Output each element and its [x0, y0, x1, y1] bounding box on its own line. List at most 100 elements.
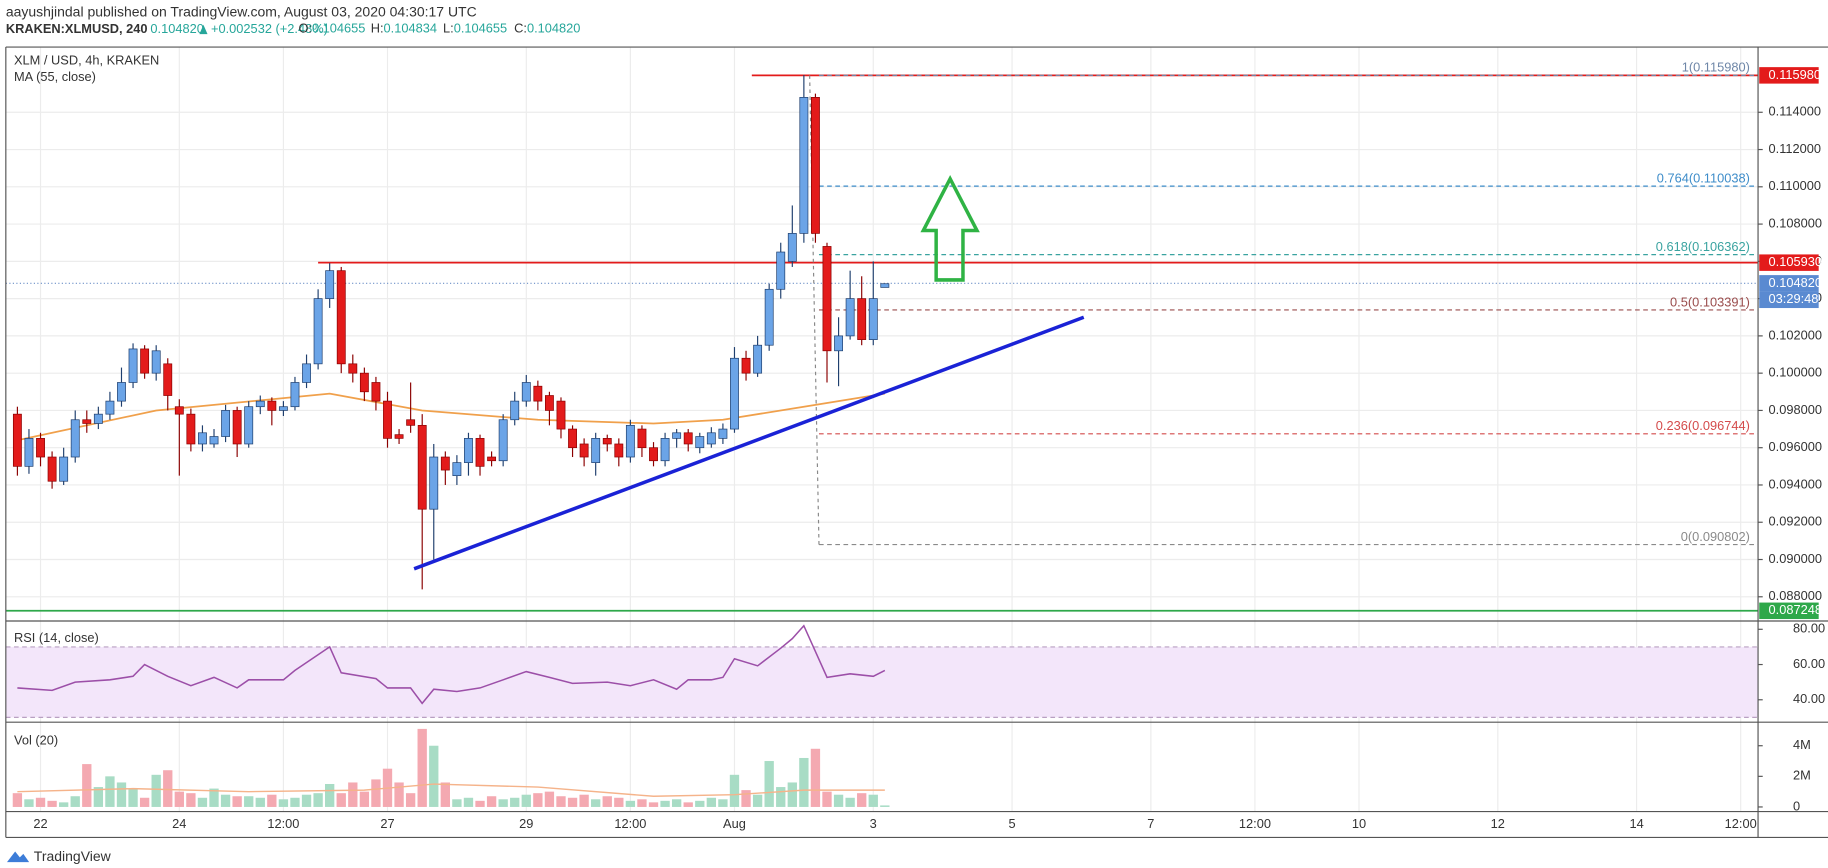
grid	[5, 47, 1759, 812]
candle-body	[302, 363, 311, 383]
y-tick-label: 0.096000	[1769, 439, 1822, 454]
x-tick-label: 12	[1491, 816, 1505, 831]
candle-body	[660, 438, 670, 462]
volume-bar	[70, 796, 80, 807]
countdown-tag	[1759, 291, 1819, 309]
candle-body	[278, 406, 288, 411]
volume-bar	[718, 799, 728, 807]
candle-body	[255, 400, 265, 408]
ohlc-high: H:0.104834	[371, 21, 437, 36]
x-tick-label: 12:00	[1239, 816, 1271, 831]
candle-body	[82, 419, 92, 424]
volume-bar	[348, 782, 358, 807]
volume-bar	[429, 745, 439, 807]
fib-label: 0.618(0.106362)	[1656, 239, 1750, 254]
y-tick-label: 4M	[1793, 737, 1811, 752]
y-tick-label: 2M	[1793, 768, 1811, 783]
candle-body	[24, 438, 34, 467]
candle-body	[267, 400, 277, 411]
x-tick-label: 7	[1147, 816, 1154, 831]
y-tick-label: 40.00	[1793, 691, 1825, 706]
ohlc-label: C:	[514, 21, 527, 36]
candle-body	[799, 97, 809, 234]
candle-body	[787, 233, 797, 262]
volume-bar	[556, 796, 566, 807]
volume-bar	[591, 799, 601, 807]
volume-bar	[163, 770, 173, 807]
volume-bar	[82, 764, 92, 807]
volume-bar	[741, 790, 751, 807]
price-tag-label: 0.087248	[1769, 602, 1822, 617]
rsi-line	[17, 624, 886, 705]
x-tick-label: Aug	[723, 816, 746, 831]
candle-body	[336, 270, 346, 365]
candle-body	[556, 400, 566, 430]
candle-body	[12, 413, 22, 467]
candle-body	[475, 438, 485, 467]
price-tag	[1759, 254, 1819, 271]
volume-bar	[290, 797, 300, 807]
ohlc-label: O:	[298, 21, 312, 36]
volume-bar	[325, 783, 335, 807]
volume-bar	[417, 728, 427, 807]
candle-body	[151, 350, 161, 374]
candle-body	[822, 246, 832, 352]
volume-bar	[463, 797, 474, 807]
candle-body	[683, 432, 693, 445]
candle-body	[313, 298, 323, 365]
candle-body	[394, 434, 404, 439]
candle-body	[602, 438, 612, 445]
volume-bar	[359, 791, 370, 807]
candle-body	[105, 400, 115, 415]
candle-body	[59, 456, 69, 482]
candle-body	[868, 298, 878, 340]
candle-body	[706, 432, 716, 445]
volume-bar	[799, 757, 809, 807]
volume-bar	[244, 796, 254, 807]
volume-bar	[186, 793, 196, 807]
vol-title: Vol (20)	[14, 732, 58, 747]
candle-body	[649, 447, 658, 462]
y-tick-label: 80.00	[1793, 621, 1825, 636]
volume-bar	[47, 800, 57, 807]
volume-bar	[255, 797, 265, 807]
volume-bar	[220, 794, 231, 807]
candle-body	[209, 436, 219, 445]
footer-brand: TradingView	[34, 848, 112, 864]
candle-body	[383, 400, 392, 439]
candle-body	[417, 424, 427, 510]
volume-bar	[521, 794, 531, 807]
y-tick-label: 0.092000	[1769, 514, 1822, 529]
fib-label: 0(0.090802)	[1681, 529, 1750, 544]
rsi-band	[5, 646, 1759, 718]
volume-bar	[880, 805, 890, 807]
volume-bar	[278, 799, 289, 807]
marks: 1(0.115980) 0.764(0.110038) 0.618(0.106362…	[5, 60, 1759, 807]
volume-bar	[128, 788, 138, 807]
y-tick-label: 0.114000	[1769, 104, 1822, 119]
volume-bar	[857, 793, 867, 807]
volume-bar	[151, 774, 161, 807]
change: +0.002532 (+2.48%)	[211, 21, 328, 36]
volume-bar	[336, 793, 346, 807]
candle-body	[510, 400, 520, 421]
volume-bar	[683, 802, 693, 807]
fib-label: 0.764(0.110038)	[1657, 170, 1750, 185]
volume-bar	[58, 802, 69, 807]
volume-bar	[139, 797, 150, 807]
candle-body	[198, 432, 207, 445]
candle-body	[776, 251, 786, 290]
x-tick-label: 12:00	[267, 816, 299, 831]
y-tick-label: 0.088000	[1769, 588, 1822, 603]
x-tick-label: 3	[870, 816, 877, 831]
candle-body	[36, 438, 45, 458]
candle-body	[579, 443, 589, 458]
volume-bar	[752, 794, 763, 807]
candle-body	[857, 298, 867, 340]
volume-bar	[267, 794, 277, 807]
volume-bar	[625, 800, 636, 807]
candle-body	[325, 270, 335, 299]
price-tag	[1759, 275, 1819, 292]
y-tick-label: 0	[1793, 798, 1800, 813]
symbol: KRAKEN:XLMUSD, 240	[6, 21, 148, 36]
